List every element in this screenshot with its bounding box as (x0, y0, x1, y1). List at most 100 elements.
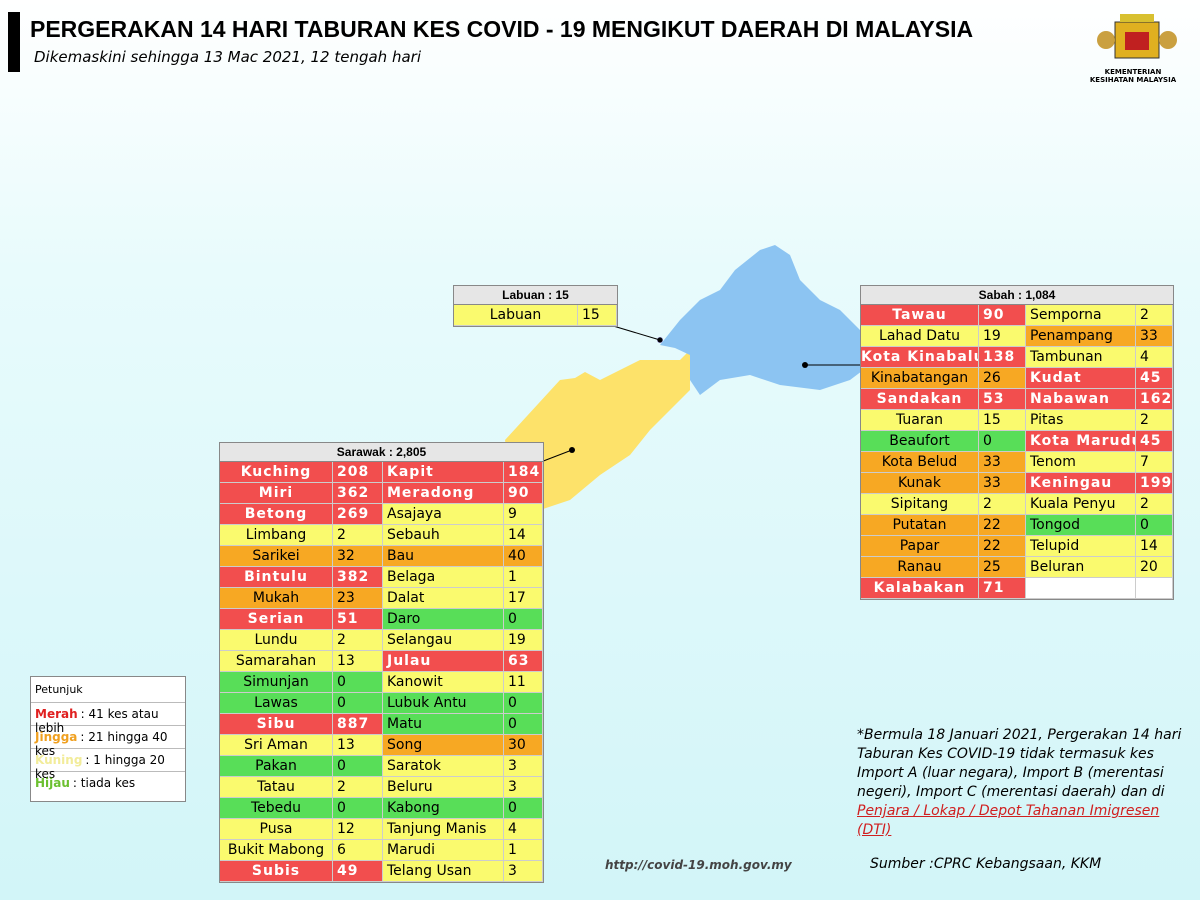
table-title: Sabah : 1,084 (861, 286, 1173, 305)
district-name: Keningau (1026, 473, 1136, 494)
district-name: Telang Usan (383, 861, 504, 882)
table-row: Kuching 208 Kapit 184 (220, 462, 543, 483)
table-row: Papar 22 Telupid 14 (861, 536, 1173, 557)
table-row: Serian 51 Daro 0 (220, 609, 543, 630)
district-cases: 19 (979, 326, 1026, 347)
district-cases: 208 (333, 462, 383, 483)
district-cases: 162 (1136, 389, 1173, 410)
district-cases: 53 (979, 389, 1026, 410)
district-name: Beluru (383, 777, 504, 798)
district-cases: 0 (504, 714, 543, 735)
legend-label: Merah (35, 707, 78, 721)
district-cases: 17 (504, 588, 543, 609)
legend-title: Petunjuk (35, 683, 83, 696)
district-cases: 63 (504, 651, 543, 672)
pointer-dot (802, 362, 808, 368)
district-name: Tatau (220, 777, 333, 798)
table-row: Beaufort 0 Kota Marudu 45 (861, 431, 1173, 452)
district-cases: 3 (504, 861, 543, 882)
legend-items: Merah: 41 kes atau lebih Jingga: 21 hingg… (31, 702, 185, 794)
table-row: Sipitang 2 Kuala Penyu 2 (861, 494, 1173, 515)
district-name: Pakan (220, 756, 333, 777)
table-row: Simunjan 0 Kanowit 11 (220, 672, 543, 693)
sarawak-table: Sarawak : 2,805 Kuching 208 Kapit 184 Miri 362… (219, 442, 544, 883)
table-row: Tawau 90 Semporna 2 (861, 305, 1173, 326)
district-name: Kabong (383, 798, 504, 819)
district-name: Meradong (383, 483, 504, 504)
district-name: Julau (383, 651, 504, 672)
district-name: Lahad Datu (861, 326, 979, 347)
district-name: Tongod (1026, 515, 1136, 536)
table-row: Kinabatangan 26 Kudat 45 (861, 368, 1173, 389)
district-name: Marudi (383, 840, 504, 861)
table-row: Miri 362 Meradong 90 (220, 483, 543, 504)
district-cases: 14 (504, 525, 543, 546)
district-name: Lundu (220, 630, 333, 651)
district-name: Kota Kinabalu (861, 347, 979, 368)
district-cases: 362 (333, 483, 383, 504)
district-cases: 2 (979, 494, 1026, 515)
table-row: Sandakan 53 Nabawan 162 (861, 389, 1173, 410)
district-name: Sri Aman (220, 735, 333, 756)
district-name: Saratok (383, 756, 504, 777)
district-name: Sipitang (861, 494, 979, 515)
district-cases: 32 (333, 546, 383, 567)
legend: Petunjuk Merah: 41 kes atau lebih Jingga:… (30, 676, 186, 802)
district-cases: 49 (333, 861, 383, 882)
district-cases: 1 (504, 567, 543, 588)
district-cases: 1 (504, 840, 543, 861)
table-row: Kalabakan 71 (861, 578, 1173, 599)
district-name: Selangau (383, 630, 504, 651)
table-row: Sarikei 32 Bau 40 (220, 546, 543, 567)
district-cases: 7 (1136, 452, 1173, 473)
url: http://covid-19.moh.gov.my (605, 858, 792, 872)
district-cases: 2 (1136, 494, 1173, 515)
district-name: Dalat (383, 588, 504, 609)
district-name: Semporna (1026, 305, 1136, 326)
legend-item: Merah: 41 kes atau lebih (31, 702, 185, 735)
district-cases: 14 (1136, 536, 1173, 557)
table-row: Kota Belud 33 Tenom 7 (861, 452, 1173, 473)
table-row: Tuaran 15 Pitas 2 (861, 410, 1173, 431)
district-name: Daro (383, 609, 504, 630)
district-cases: 45 (1136, 431, 1173, 452)
district-name: Bukit Mabong (220, 840, 333, 861)
district-name: Tambunan (1026, 347, 1136, 368)
district-name: Lawas (220, 693, 333, 714)
empty-cell (1026, 578, 1136, 599)
logo-text: KEMENTERIAN KESIHATAN MALAYSIA (1089, 68, 1177, 84)
district-name: Beluran (1026, 557, 1136, 578)
district-name: Miri (220, 483, 333, 504)
district-cases: 2 (333, 525, 383, 546)
district-name: Mukah (220, 588, 333, 609)
district-cases: 0 (1136, 515, 1173, 536)
district-name: Tenom (1026, 452, 1136, 473)
table-row: Bintulu 382 Belaga 1 (220, 567, 543, 588)
table-row: Tatau 2 Beluru 3 (220, 777, 543, 798)
district-name: Papar (861, 536, 979, 557)
legend-item: Hijau: tiada kes (31, 771, 185, 794)
district-cases: 0 (333, 693, 383, 714)
title: PERGERAKAN 14 HARI TABURAN KES COVID - 1… (30, 16, 974, 42)
district-cases: 20 (1136, 557, 1173, 578)
sabah-table: Sabah : 1,084 Tawau 90 Semporna 2 Lahad Datu 1… (860, 285, 1174, 600)
table-row: Kota Kinabalu 138 Tambunan 4 (861, 347, 1173, 368)
sabah-shape (660, 245, 870, 395)
district-cases: 2 (1136, 410, 1173, 431)
pointer-dot (657, 337, 663, 343)
district-cases: 0 (504, 609, 543, 630)
district-cases: 15 (979, 410, 1026, 431)
table-row: Lahad Datu 19 Penampang 33 (861, 326, 1173, 347)
district-name: Tuaran (861, 410, 979, 431)
district-name: Sebauh (383, 525, 504, 546)
district-cases: 19 (504, 630, 543, 651)
legend-label: Jingga (35, 730, 78, 744)
district-cases: 13 (333, 651, 383, 672)
district-name: Ranau (861, 557, 979, 578)
district-name: Telupid (1026, 536, 1136, 557)
district-cases: 40 (504, 546, 543, 567)
district-cases: 2 (1136, 305, 1173, 326)
district-cases: 3 (504, 756, 543, 777)
district-cases: 22 (979, 515, 1026, 536)
